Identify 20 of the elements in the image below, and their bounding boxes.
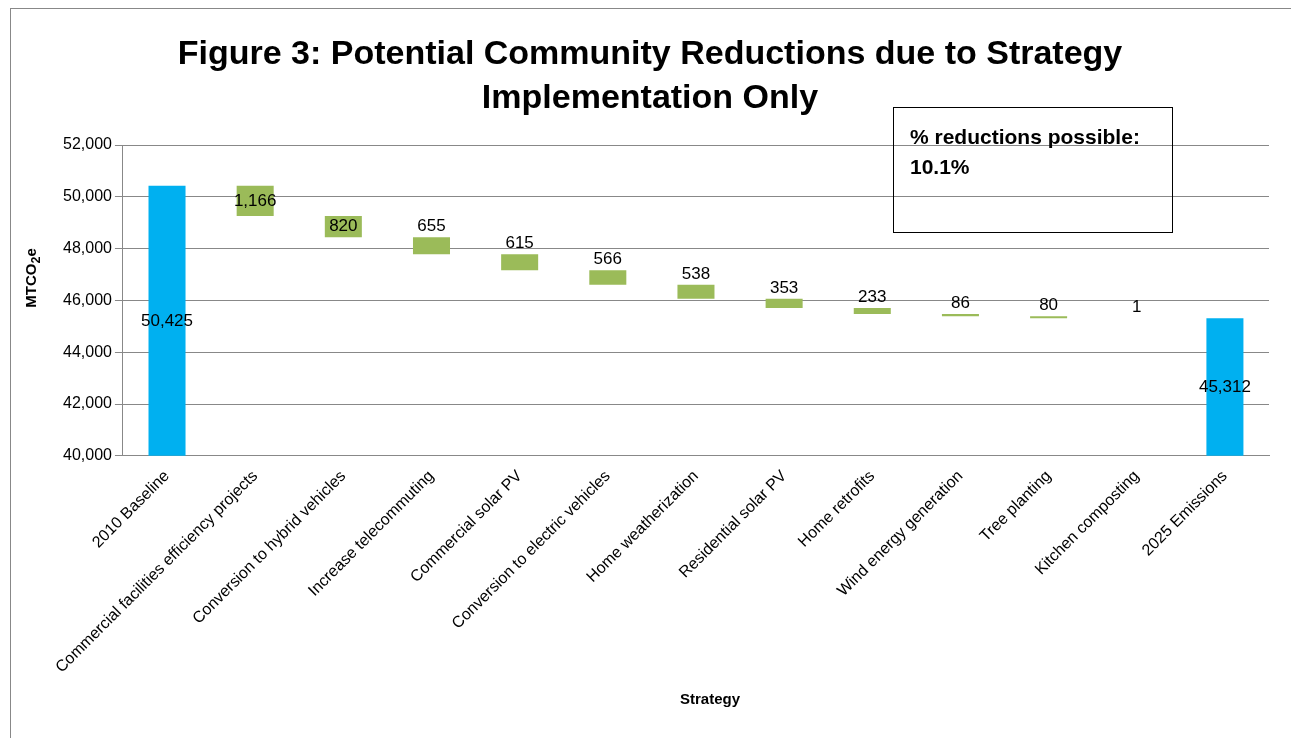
data-label: 1,166 [233, 190, 277, 210]
data-label: 538 [681, 263, 711, 283]
y-tick-label: 52,000 [63, 135, 113, 153]
y-tick-label: 42,000 [63, 394, 113, 412]
data-label: 233 [858, 287, 887, 307]
data-label: 655 [417, 216, 446, 236]
data-label: 615 [505, 233, 534, 253]
y-tick-label: 40,000 [63, 446, 113, 464]
data-label: 820 [329, 216, 358, 236]
data-label: 80 [1039, 295, 1059, 315]
note-box: % reductions possible: 10.1% [893, 107, 1173, 233]
y-tick-label: 46,000 [63, 290, 113, 308]
y-tick-label: 50,000 [63, 187, 113, 205]
data-label: 566 [593, 249, 622, 269]
data-label: 1 [1132, 297, 1142, 317]
data-label: 353 [769, 277, 799, 297]
x-axis-title: Strategy [679, 690, 741, 707]
data-label: 86 [950, 293, 970, 313]
y-tick-label: 44,000 [63, 342, 113, 360]
y-tick-label: 48,000 [63, 239, 113, 257]
